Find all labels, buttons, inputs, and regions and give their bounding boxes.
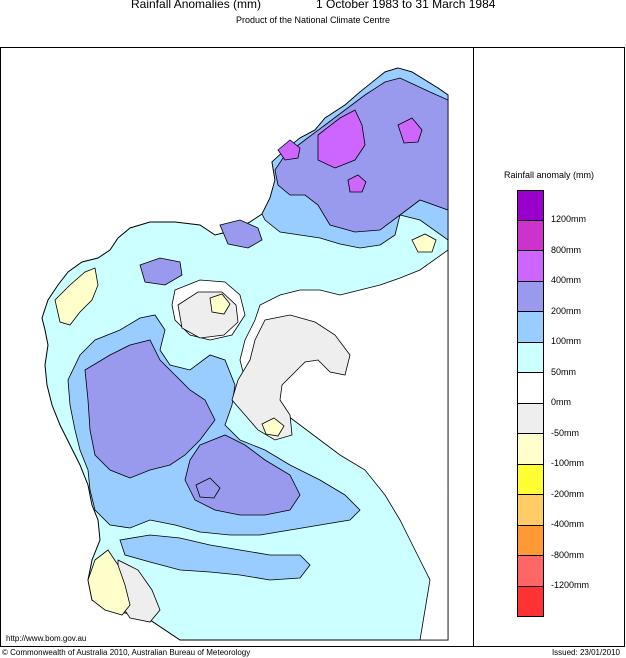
legend-frame: [473, 47, 625, 647]
legend-tick-label: 800mm: [551, 244, 582, 255]
legend-swatch: [517, 464, 544, 495]
zone-cream-w: [54, 267, 99, 326]
map-title: Rainfall Anomalies (mm): [131, 0, 262, 11]
zone-cream-e: [261, 417, 285, 437]
legend-tick-label: -1200mm: [551, 580, 590, 590]
zone-100-200-south: [119, 534, 311, 581]
legend-tick-label: -400mm: [551, 519, 585, 529]
legend-tick-label: -100mm: [551, 458, 585, 468]
map-frame: [0, 47, 474, 647]
legend-tick-label: -200mm: [551, 488, 585, 499]
zone-neg-east: [231, 314, 351, 441]
legend-tick-label: 400mm: [551, 275, 582, 285]
zone-cream-c: [209, 293, 231, 315]
zone-400-800-south: [195, 477, 221, 499]
zone-200-400-blob: [139, 257, 183, 286]
legend-swatch: [517, 220, 544, 251]
zone-cream-sw: [87, 549, 131, 616]
legend-tick-label: -800mm: [551, 549, 585, 560]
footer-issued: Issued: 23/01/2010: [551, 648, 620, 657]
legend-tick-label: 50mm: [551, 366, 577, 377]
zone-400-800-kimberley: [317, 109, 366, 169]
zone-200-400-north: [274, 77, 449, 233]
zone-200-400-inland: [84, 339, 216, 479]
zone-400-800-coast: [277, 139, 301, 161]
legend-swatch: [517, 434, 544, 465]
footer-url[interactable]: http://www.bom.gov.au: [6, 634, 87, 643]
legend-swatch: [517, 312, 544, 343]
zone-200-400-nw: [219, 219, 263, 249]
legend-swatch: [517, 342, 544, 373]
zone-cream-ne: [411, 233, 437, 253]
map-subtitle: Product of the National Climate Centre: [235, 15, 391, 25]
rainfall-map: [41, 67, 449, 641]
legend-swatches: [517, 190, 544, 617]
legend-swatch: [517, 190, 544, 221]
footer-copyright: © Commonwealth of Australia 2010, Austra…: [2, 648, 251, 657]
legend-title: Rainfall anomaly (mm): [503, 170, 595, 180]
legend-tick-label: -50mm: [551, 427, 580, 438]
legend-tick-label: 100mm: [551, 336, 582, 346]
legend-swatch: [517, 251, 544, 282]
zone-400-800-east: [397, 117, 423, 144]
legend-swatch: [517, 281, 544, 312]
legend-swatch: [517, 403, 544, 434]
legend-tick-label: 200mm: [551, 305, 582, 316]
zone-400-800-dot: [347, 174, 367, 193]
legend-tick-label: 0mm: [551, 397, 571, 407]
legend-swatch: [517, 495, 544, 526]
legend-swatch: [517, 525, 544, 556]
legend-swatch: [517, 373, 544, 404]
map-period: 1 October 1983 to 31 March 1984: [316, 0, 496, 11]
legend-tick-label: 1200mm: [551, 214, 587, 224]
legend-swatch: [517, 556, 544, 587]
legend-swatch: [517, 586, 544, 617]
